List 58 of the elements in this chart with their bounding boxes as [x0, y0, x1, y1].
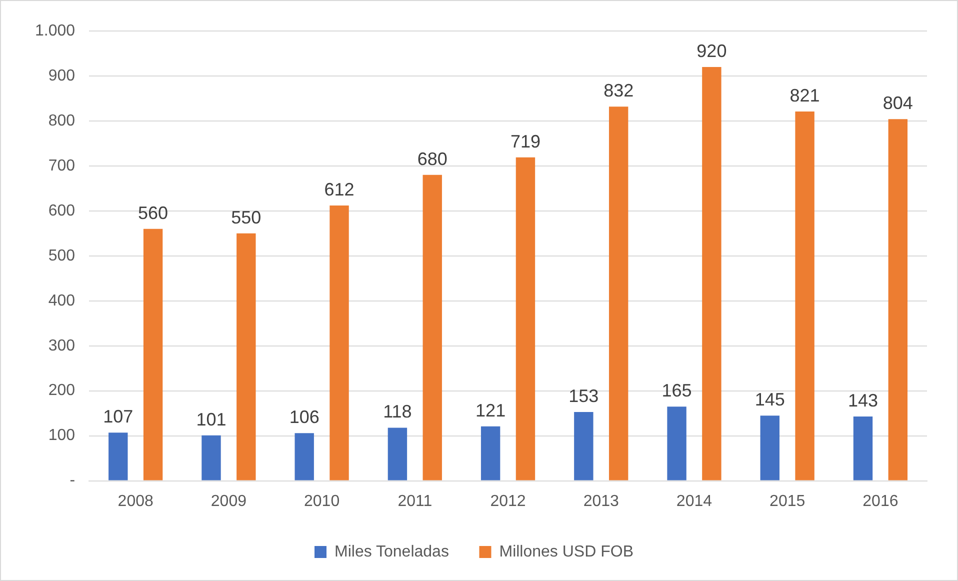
- data-label: 106: [289, 407, 320, 428]
- bar: [236, 233, 256, 480]
- data-label: 145: [754, 390, 785, 410]
- legend-label: Miles Toneladas: [334, 543, 449, 560]
- bar: [330, 206, 349, 480]
- bar: [202, 435, 221, 480]
- bar: [480, 426, 500, 480]
- bar: [388, 428, 408, 480]
- x-tick-label: 2015: [770, 492, 806, 510]
- bar: [795, 112, 814, 480]
- data-label: 107: [103, 406, 134, 427]
- x-tick-label: 2014: [676, 492, 712, 510]
- bar: [422, 174, 442, 480]
- data-label: 612: [324, 179, 354, 200]
- data-label: 143: [848, 390, 878, 410]
- y-tick-label: 400: [48, 292, 76, 310]
- bar: [888, 119, 908, 480]
- bar: [516, 157, 536, 480]
- data-label: 832: [604, 80, 634, 101]
- bar: [608, 106, 628, 480]
- y-tick-label: -: [70, 472, 76, 490]
- y-tick-label: 900: [48, 67, 76, 84]
- data-label: 550: [231, 207, 262, 228]
- x-tick-label: 2013: [583, 492, 620, 510]
- y-tick-label: 600: [48, 202, 76, 220]
- data-label: 118: [383, 402, 412, 422]
- x-tick-label: 2016: [862, 492, 898, 510]
- y-tick-label: 300: [48, 337, 76, 354]
- bar: [108, 432, 128, 480]
- bar: [143, 228, 163, 480]
- data-label: 121: [476, 400, 506, 420]
- bar: [667, 406, 686, 480]
- data-label: 101: [196, 409, 226, 430]
- bar: [574, 412, 594, 480]
- x-tick-label: 2011: [398, 492, 432, 510]
- bar: [702, 66, 722, 480]
- bar: [760, 416, 780, 480]
- y-tick-label: 1.000: [34, 22, 76, 40]
- data-label: 804: [882, 93, 913, 114]
- x-tick-label: 2008: [118, 492, 154, 510]
- x-tick-label: 2010: [304, 492, 340, 510]
- x-tick-label: 2012: [490, 492, 526, 510]
- bar: [853, 416, 873, 480]
- data-label: 153: [568, 386, 599, 406]
- x-tick-label: 2009: [210, 492, 247, 510]
- y-tick-label: 500: [48, 247, 76, 264]
- data-label: 920: [696, 40, 727, 61]
- data-label: 165: [662, 380, 692, 401]
- y-tick-label: 200: [48, 382, 76, 400]
- data-label: 821: [790, 85, 820, 106]
- legend-label: Millones USD FOB: [499, 543, 634, 560]
- y-tick-label: 100: [48, 427, 76, 444]
- data-label: 680: [417, 148, 448, 169]
- y-tick-label: 800: [48, 112, 76, 130]
- data-label: 719: [510, 131, 540, 152]
- y-tick-label: 700: [48, 157, 76, 174]
- bar: [294, 433, 314, 480]
- data-label: 560: [138, 202, 168, 223]
